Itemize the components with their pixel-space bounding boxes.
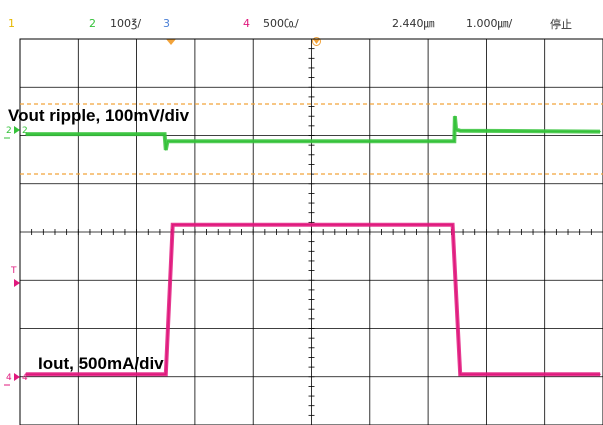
ch4-level-arrow-icon[interactable] (14, 373, 20, 381)
ch4-level-marker[interactable]: 4 4 (4, 373, 28, 386)
trace-ch2 (25, 116, 601, 151)
timebase-scale: 1.000㎛/ (466, 17, 512, 30)
trace-ch4-point (25, 373, 27, 375)
trace-ch2-point (163, 133, 166, 135)
ch3-label[interactable]: 3 (163, 17, 170, 30)
trace-ch2-point (25, 133, 27, 135)
trigger-level-arrow-icon[interactable] (14, 279, 20, 287)
timebase-position: 2.440㎛ (392, 17, 435, 30)
horizontal-position-marker-icon[interactable] (166, 39, 176, 45)
trace-ch4-point (451, 224, 454, 226)
ch4-scale: 500㏇/ (263, 17, 299, 30)
trigger-level-marker[interactable]: T (10, 266, 20, 287)
trace-ch2-point (599, 131, 601, 133)
trace-ch4-point (165, 373, 167, 375)
trace-ch2-point (165, 149, 167, 151)
trace-ch2-point (459, 130, 461, 132)
ch2-level-arrow-icon[interactable] (14, 126, 20, 134)
graticule (19, 38, 603, 425)
trace-ch4-point (459, 373, 461, 375)
trace-ch4 (25, 224, 601, 376)
ch4-level-label: 4 (22, 373, 28, 383)
trigger-label: T (10, 266, 17, 276)
ch2-scale: 100℥/ (110, 17, 141, 30)
ch2-level-marker[interactable]: 2 2 (4, 126, 28, 139)
iout-annotation: Iout, 500mA/div (38, 354, 164, 373)
vout-ripple-annotation: Vout ripple, 100mV/div (8, 106, 190, 125)
ch2-label[interactable]: 2 (89, 17, 96, 30)
header-bar: 1 2 100℥/ 3 4 500㏇/ 2.440㎛ 1.000㎛/ 停止 (8, 17, 572, 31)
ch4-label[interactable]: 4 (243, 17, 250, 30)
trace-ch2-point (455, 129, 457, 131)
run-state[interactable]: 停止 (550, 17, 572, 31)
ch1-label[interactable]: 1 (8, 17, 15, 30)
trace-ch4-point (172, 224, 174, 226)
trace-ch2-point (454, 115, 456, 117)
ch2-level-left-label: 2 (6, 126, 12, 136)
trigger-position-ring-icon (312, 37, 321, 46)
trace-ch4-point (599, 373, 601, 375)
trace-ch2-point (166, 140, 169, 142)
ch2-level-label: 2 (22, 126, 28, 136)
trace-ch2-point (453, 140, 455, 142)
trace-ch2-point (170, 140, 173, 142)
trigger-position-marker-icon[interactable] (313, 39, 320, 44)
ch4-level-left-label: 4 (6, 373, 12, 383)
traces (25, 115, 601, 377)
